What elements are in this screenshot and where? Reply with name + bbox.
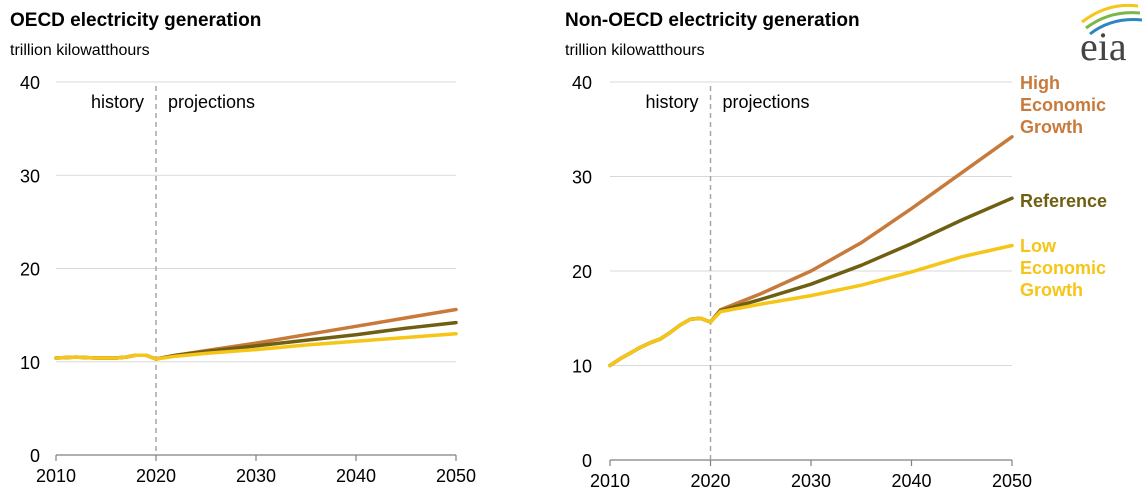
non-oecd-x-tick-label: 2010 <box>590 471 630 491</box>
oecd-chart-subtitle: trillion kilowatthours <box>10 42 150 59</box>
non-oecd-y-tick-label: 10 <box>572 357 592 377</box>
series-label-low: Low <box>1020 236 1057 256</box>
non-oecd-series-line-low <box>608 243 1014 368</box>
oecd-chart-title: OECD electricity generation <box>10 10 261 31</box>
non-oecd-y-tick-label: 30 <box>572 168 592 188</box>
non-oecd-series-line-reference <box>608 196 1014 368</box>
logo-wordmark: eia <box>1080 24 1127 69</box>
non-oecd-x-tick-label: 2030 <box>791 471 831 491</box>
series-label-low: Growth <box>1020 280 1083 300</box>
oecd-series-line-reference <box>54 320 458 361</box>
oecd-series-line-low <box>54 332 458 361</box>
non-oecd-x-tick-label: 2040 <box>891 471 931 491</box>
oecd-x-tick-label: 2040 <box>336 466 376 486</box>
oecd-x-tick-label: 2020 <box>136 466 176 486</box>
series-label-high: Economic <box>1020 95 1106 115</box>
non-oecd-y-tick-label: 40 <box>572 73 592 93</box>
non-oecd-y-tick-label: 0 <box>582 451 592 471</box>
oecd-y-tick-label: 20 <box>20 260 40 280</box>
oecd-x-tick-label: 2050 <box>436 466 476 486</box>
series-label-high: Growth <box>1020 117 1083 137</box>
non-oecd-x-tick-label: 2050 <box>992 471 1032 491</box>
series-label-high: High <box>1020 73 1060 93</box>
series-label-low: Economic <box>1020 258 1106 278</box>
oecd-y-tick-label: 0 <box>30 446 40 466</box>
oecd-series-line-high <box>54 307 458 361</box>
eia-logo: eia <box>1080 3 1143 69</box>
non-oecd-history-label: history <box>645 92 698 112</box>
oecd-history-label: history <box>91 92 144 112</box>
oecd-projections-label: projections <box>168 92 255 112</box>
oecd-y-tick-label: 30 <box>20 166 40 186</box>
series-label-reference: Reference <box>1020 191 1107 211</box>
non-oecd-y-tick-label: 20 <box>572 262 592 282</box>
logo-arc-green <box>1085 11 1141 30</box>
oecd-y-tick-label: 40 <box>20 73 40 93</box>
non-oecd-chart-title: Non-OECD electricity generation <box>565 10 860 31</box>
oecd-chart: OECD electricity generation trillion kil… <box>10 10 476 486</box>
oecd-x-tick-label: 2030 <box>236 466 276 486</box>
non-oecd-chart-subtitle: trillion kilowatthours <box>565 42 705 59</box>
oecd-y-tick-label: 10 <box>20 353 40 373</box>
logo-arc-yellow <box>1081 3 1139 24</box>
non-oecd-chart: Non-OECD electricity generation trillion… <box>565 10 1107 491</box>
oecd-x-tick-label: 2010 <box>36 466 76 486</box>
non-oecd-projections-label: projections <box>723 92 810 112</box>
non-oecd-x-tick-label: 2020 <box>690 471 730 491</box>
logo-arc-blue <box>1089 18 1143 36</box>
